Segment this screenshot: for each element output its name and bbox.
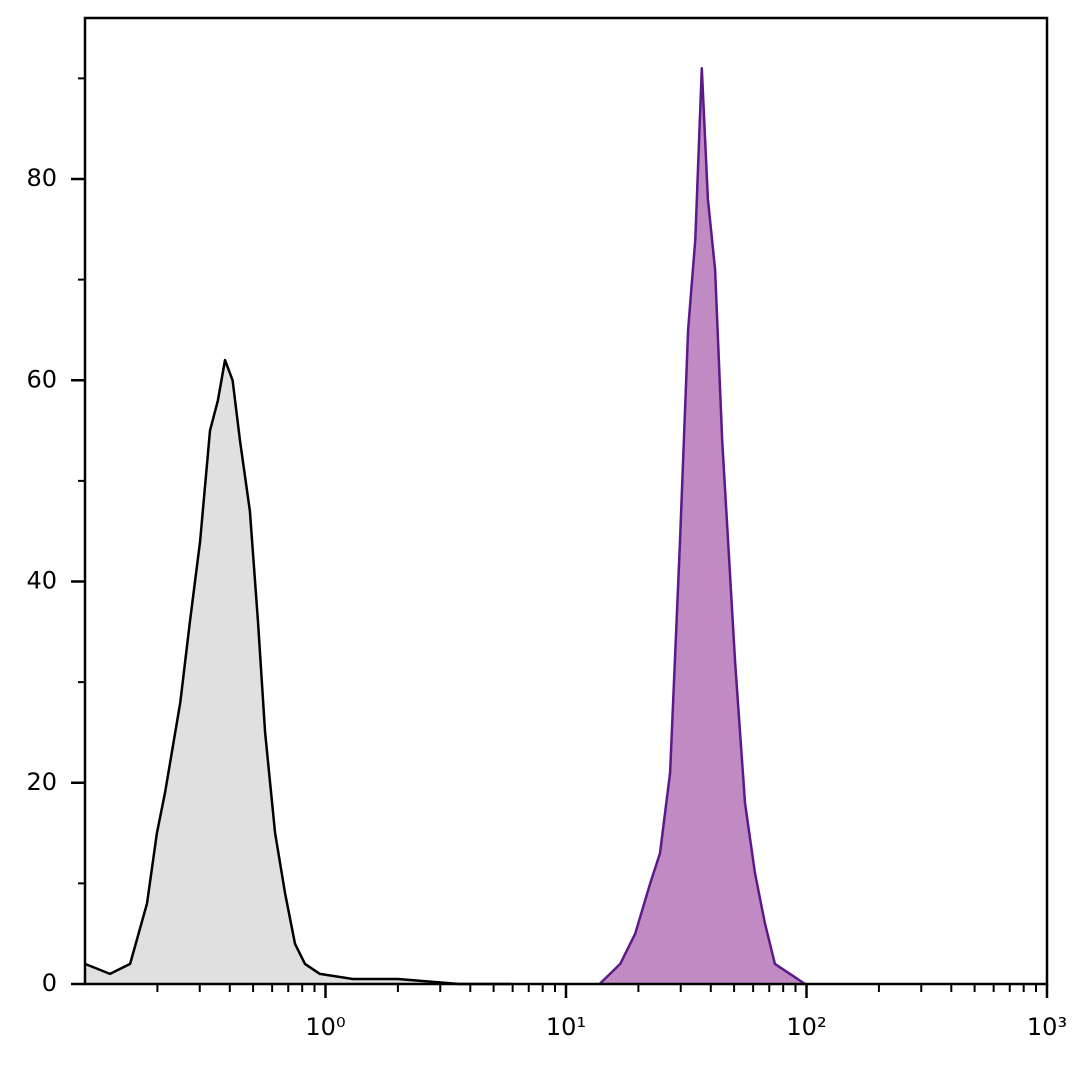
- x-tick-label: 10²: [786, 1013, 826, 1041]
- y-tick-label: 20: [26, 768, 57, 796]
- plot-frame: [83, 16, 1049, 986]
- histogram-line: [84, 358, 511, 986]
- histogram-area: [599, 68, 806, 985]
- x-tick-label: 10³: [1027, 1013, 1067, 1041]
- x-tick-label: 10⁰: [305, 1013, 345, 1041]
- x-tick-label: 10¹: [546, 1013, 586, 1041]
- y-tick-label: 40: [26, 567, 57, 595]
- y-tick-label: 80: [26, 164, 57, 192]
- histogram-line: [598, 67, 806, 986]
- histogram-area: [85, 360, 511, 985]
- y-tick-label: 0: [42, 969, 57, 997]
- y-tick-label: 60: [26, 365, 57, 393]
